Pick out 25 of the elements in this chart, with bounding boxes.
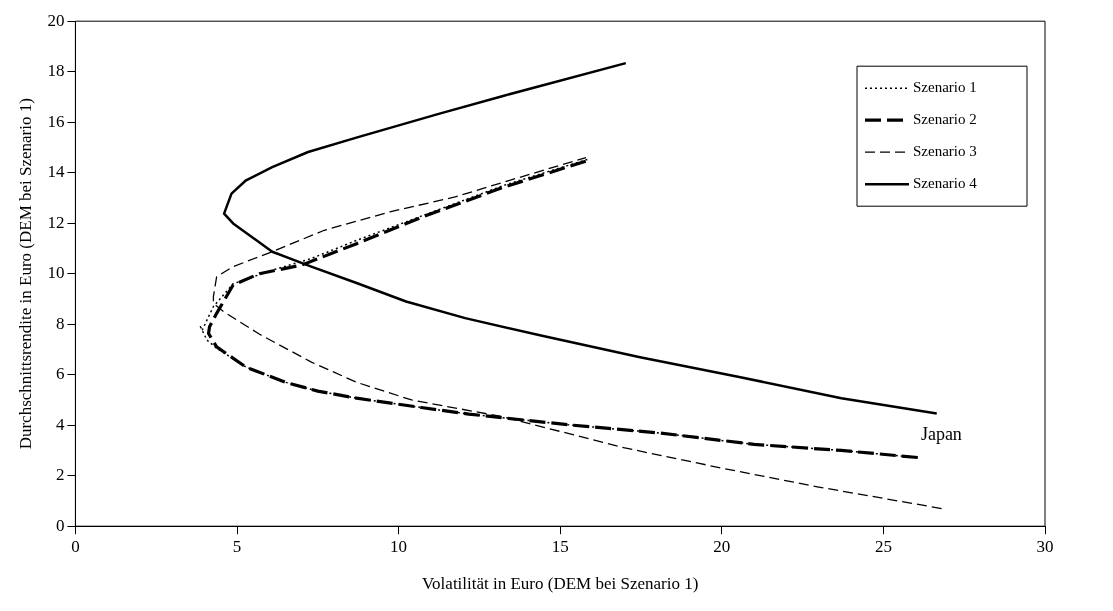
legend-label: Szenario 3 xyxy=(913,143,977,160)
y-tick-label: 18 xyxy=(47,61,65,81)
y-tick-label: 4 xyxy=(55,414,65,434)
x-tick-label: 30 xyxy=(1036,536,1054,556)
x-tick-label: 5 xyxy=(232,536,242,556)
legend-label: Szenario 2 xyxy=(913,111,977,128)
x-tick-label: 15 xyxy=(551,536,569,556)
y-tick-label: 2 xyxy=(55,465,65,485)
x-tick-label: 10 xyxy=(390,536,408,556)
y-axis-title: Durchschnittsrendite in Euro (DEM bei Szenario 1) xyxy=(15,98,35,450)
x-tick-label: 25 xyxy=(874,536,892,556)
x-tick-label: 0 xyxy=(71,536,80,556)
annotation: Japan xyxy=(920,424,962,445)
y-tick-label: 12 xyxy=(47,212,65,232)
y-tick-label: 10 xyxy=(47,263,65,283)
y-tick-label: 20 xyxy=(47,10,65,30)
y-tick-label: 16 xyxy=(47,111,65,131)
y-tick-label: 8 xyxy=(55,313,65,333)
y-tick-label: 6 xyxy=(55,364,65,384)
y-tick-label: 14 xyxy=(47,162,65,182)
legend-label: Szenario 4 xyxy=(913,175,978,192)
x-tick-label: 20 xyxy=(713,536,731,556)
x-axis-title: Volatilität in Euro (DEM bei Szenario 1) xyxy=(422,574,699,594)
legend-label: Szenario 1 xyxy=(913,79,977,96)
y-tick-label: 0 xyxy=(55,515,65,535)
